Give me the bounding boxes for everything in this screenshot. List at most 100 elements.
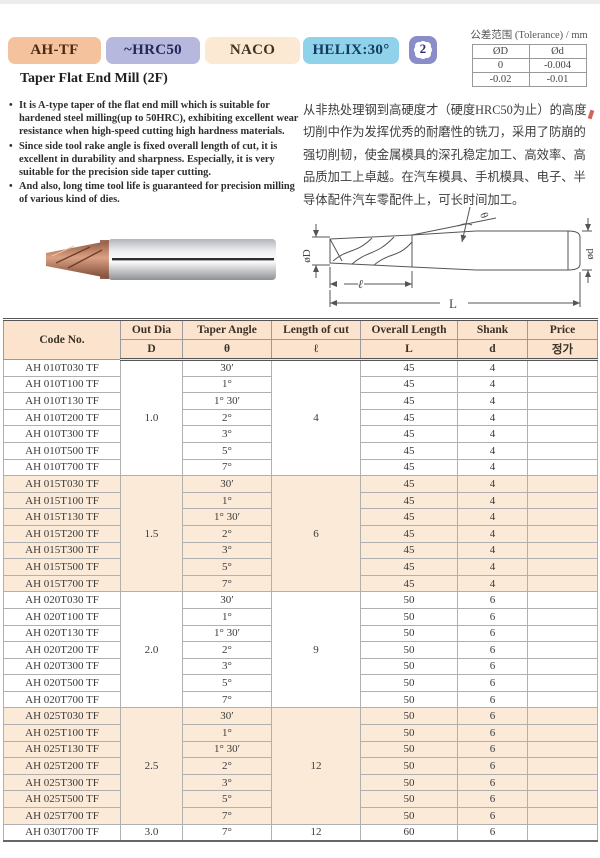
- code-cell: AH 025T100 TF: [3, 724, 121, 742]
- overall-length-cell: 50: [360, 773, 458, 792]
- overall-length-cell: 45: [360, 491, 458, 510]
- shank-cell: 6: [457, 807, 528, 825]
- price-cell: [527, 491, 598, 510]
- overall-length-cell: 45: [360, 408, 458, 427]
- length-of-cut-cell: 12: [271, 823, 361, 842]
- price-cell: [527, 541, 598, 560]
- code-cell: AH 015T100 TF: [3, 491, 121, 510]
- shank-cell: 4: [457, 491, 528, 510]
- taper-angle-cell: 2°: [182, 524, 272, 543]
- taper-angle-cell: 1° 30′: [182, 508, 272, 526]
- price-cell: [527, 757, 598, 775]
- taper-angle-cell: 30′: [182, 475, 272, 493]
- taper-angle-cell: 1° 30′: [182, 624, 272, 643]
- taper-angle-cell: 3°: [182, 541, 272, 560]
- taper-angle-cell: 30′: [182, 591, 272, 609]
- price-cell: [527, 591, 598, 609]
- tolerance-box: 公差范围 (Tolerance) / mm ØD Ød 0 -0.004 -0.…: [464, 27, 594, 87]
- taper-angle-cell: 30′: [182, 359, 272, 377]
- shank-cell: 6: [457, 624, 528, 643]
- taper-angle-cell: 1° 30′: [182, 392, 272, 410]
- label-outer-dia: øD: [301, 249, 313, 263]
- shank-cell: 4: [457, 441, 528, 460]
- taper-angle-cell: 7°: [182, 458, 272, 477]
- overall-length-cell: 50: [360, 724, 458, 742]
- out-dia-cell: 1.5: [120, 475, 183, 593]
- taper-angle-cell: 1°: [182, 607, 272, 626]
- tolerance-header-shank: Ød: [528, 44, 587, 59]
- taper-angle-cell: 5°: [182, 558, 272, 576]
- length-of-cut-cell: 6: [271, 475, 361, 593]
- overall-length-cell: 50: [360, 707, 458, 726]
- taper-angle-cell: 3°: [182, 425, 272, 443]
- column-header: Overall Length: [360, 318, 458, 340]
- table-row: AH 025T200 TF 2° 50 6: [3, 757, 598, 775]
- code-cell: AH 015T500 TF: [3, 558, 121, 576]
- code-cell: AH 020T100 TF: [3, 607, 121, 626]
- taper-angle-cell: 1°: [182, 491, 272, 510]
- tolerance-header-d: ØD: [471, 44, 530, 59]
- price-cell: [527, 441, 598, 460]
- column-header: Price: [527, 318, 598, 340]
- table-row: AH 025T130 TF 1° 30′ 50 6: [3, 740, 598, 759]
- column-subheader: D: [120, 339, 183, 361]
- table-row: AH 020T200 TF 2° 50 6: [3, 641, 598, 659]
- shank-cell: 4: [457, 408, 528, 427]
- table-row: AH 010T200 TF 2° 45 4: [3, 408, 598, 427]
- price-cell: [527, 607, 598, 626]
- shank-cell: 6: [457, 757, 528, 775]
- code-cell: AH 015T700 TF: [3, 574, 121, 593]
- shank-cell: 4: [457, 558, 528, 576]
- price-cell: [527, 807, 598, 825]
- column-header: Code No.: [3, 318, 121, 360]
- length-of-cut-cell: 4: [271, 358, 361, 477]
- shank-cell: 6: [457, 591, 528, 609]
- shank-cell: 6: [457, 641, 528, 659]
- shank-cell: 6: [457, 690, 528, 709]
- code-cell: AH 020T030 TF: [3, 591, 121, 609]
- code-cell: AH 025T130 TF: [3, 740, 121, 759]
- taper-angle-cell: 5°: [182, 790, 272, 809]
- code-cell: AH 010T030 TF: [3, 359, 121, 377]
- overall-length-cell: 50: [360, 807, 458, 825]
- taper-angle-cell: 2°: [182, 641, 272, 659]
- shank-cell: 6: [457, 724, 528, 742]
- code-cell: AH 010T130 TF: [3, 392, 121, 410]
- code-cell: AH 025T300 TF: [3, 773, 121, 792]
- shank-cell: 6: [457, 707, 528, 726]
- taper-angle-cell: 1°: [182, 724, 272, 742]
- code-cell: AH 010T100 TF: [3, 375, 121, 394]
- overall-length-cell: 45: [360, 375, 458, 394]
- column-header: Taper Angle: [182, 318, 272, 340]
- length-of-cut-cell: 9: [271, 591, 361, 709]
- taper-angle-cell: 30′: [182, 707, 272, 726]
- flute-count-label: 2: [419, 41, 427, 56]
- page-top-divider: [0, 0, 600, 4]
- shank-cell: 6: [457, 674, 528, 692]
- overall-length-cell: 50: [360, 641, 458, 659]
- hardness-badge: ~HRC50: [106, 37, 200, 64]
- code-cell: AH 010T700 TF: [3, 458, 121, 477]
- overall-length-cell: 45: [360, 392, 458, 410]
- column-subheader: ℓ: [271, 339, 361, 361]
- out-dia-cell: 2.0: [120, 591, 183, 709]
- code-cell: AH 030T700 TF: [3, 823, 121, 842]
- price-cell: [527, 740, 598, 759]
- shank-cell: 4: [457, 375, 528, 394]
- overall-length-cell: 45: [360, 524, 458, 543]
- length-of-cut-cell: 12: [271, 707, 361, 825]
- column-header: Shank: [457, 318, 528, 340]
- table-row: AH 020T500 TF 5° 50 6: [3, 674, 598, 692]
- price-cell: [527, 674, 598, 692]
- shank-cell: 6: [457, 740, 528, 759]
- product-photo: [46, 239, 276, 280]
- overall-length-cell: 50: [360, 757, 458, 775]
- code-cell: AH 015T030 TF: [3, 475, 121, 493]
- shank-cell: 6: [457, 823, 528, 842]
- overall-length-cell: 50: [360, 690, 458, 709]
- shank-cell: 4: [457, 425, 528, 443]
- table-row: AH 030T700 TF 3.0 7° 12 60 6: [3, 823, 598, 842]
- code-cell: AH 015T130 TF: [3, 508, 121, 526]
- price-cell: [527, 392, 598, 410]
